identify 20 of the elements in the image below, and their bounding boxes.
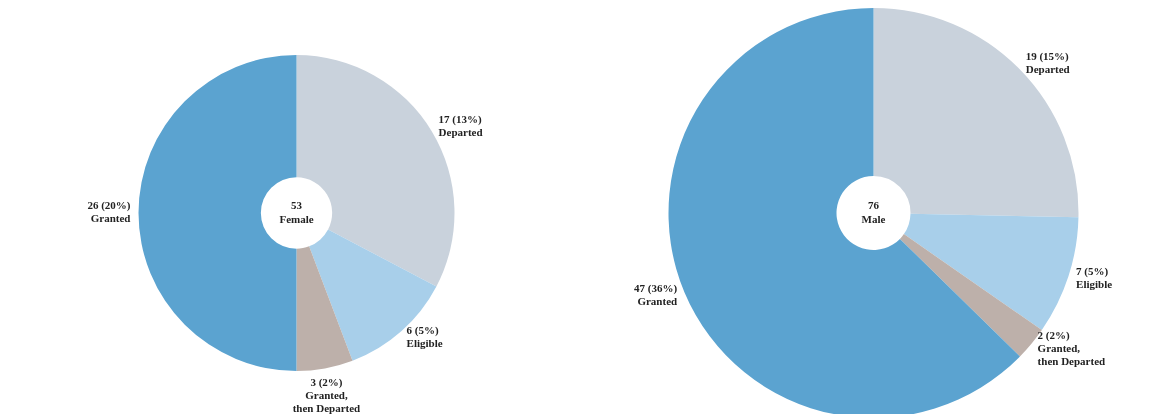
- slice-label: Granted: [90, 212, 131, 225]
- data-label: 2 (2%): [1037, 328, 1071, 342]
- slice-label: Departed: [1025, 63, 1070, 76]
- text: Male: [861, 212, 886, 225]
- data-label: 26 (20%): [87, 199, 131, 213]
- data-label: 7 (5%): [1076, 265, 1109, 279]
- text: Female: [279, 212, 314, 225]
- slice-label: Eligible: [406, 336, 443, 349]
- data-label: 19 (15%): [1025, 50, 1070, 64]
- text: 76: [868, 198, 880, 211]
- slice-label: Eligible: [1076, 278, 1113, 291]
- data-label: 6 (5%): [406, 323, 439, 337]
- slice-label: Granted, then Departed: [1037, 341, 1106, 367]
- data-label: 17 (13%): [438, 113, 482, 127]
- data-label: 47 (36%): [634, 281, 678, 295]
- slice-label: Granted, then Departed: [292, 388, 361, 414]
- slice-label: Granted: [637, 294, 678, 307]
- slice-label: Departed: [438, 126, 483, 139]
- text: 53: [291, 198, 303, 211]
- data-label: 3 (2%): [310, 375, 343, 389]
